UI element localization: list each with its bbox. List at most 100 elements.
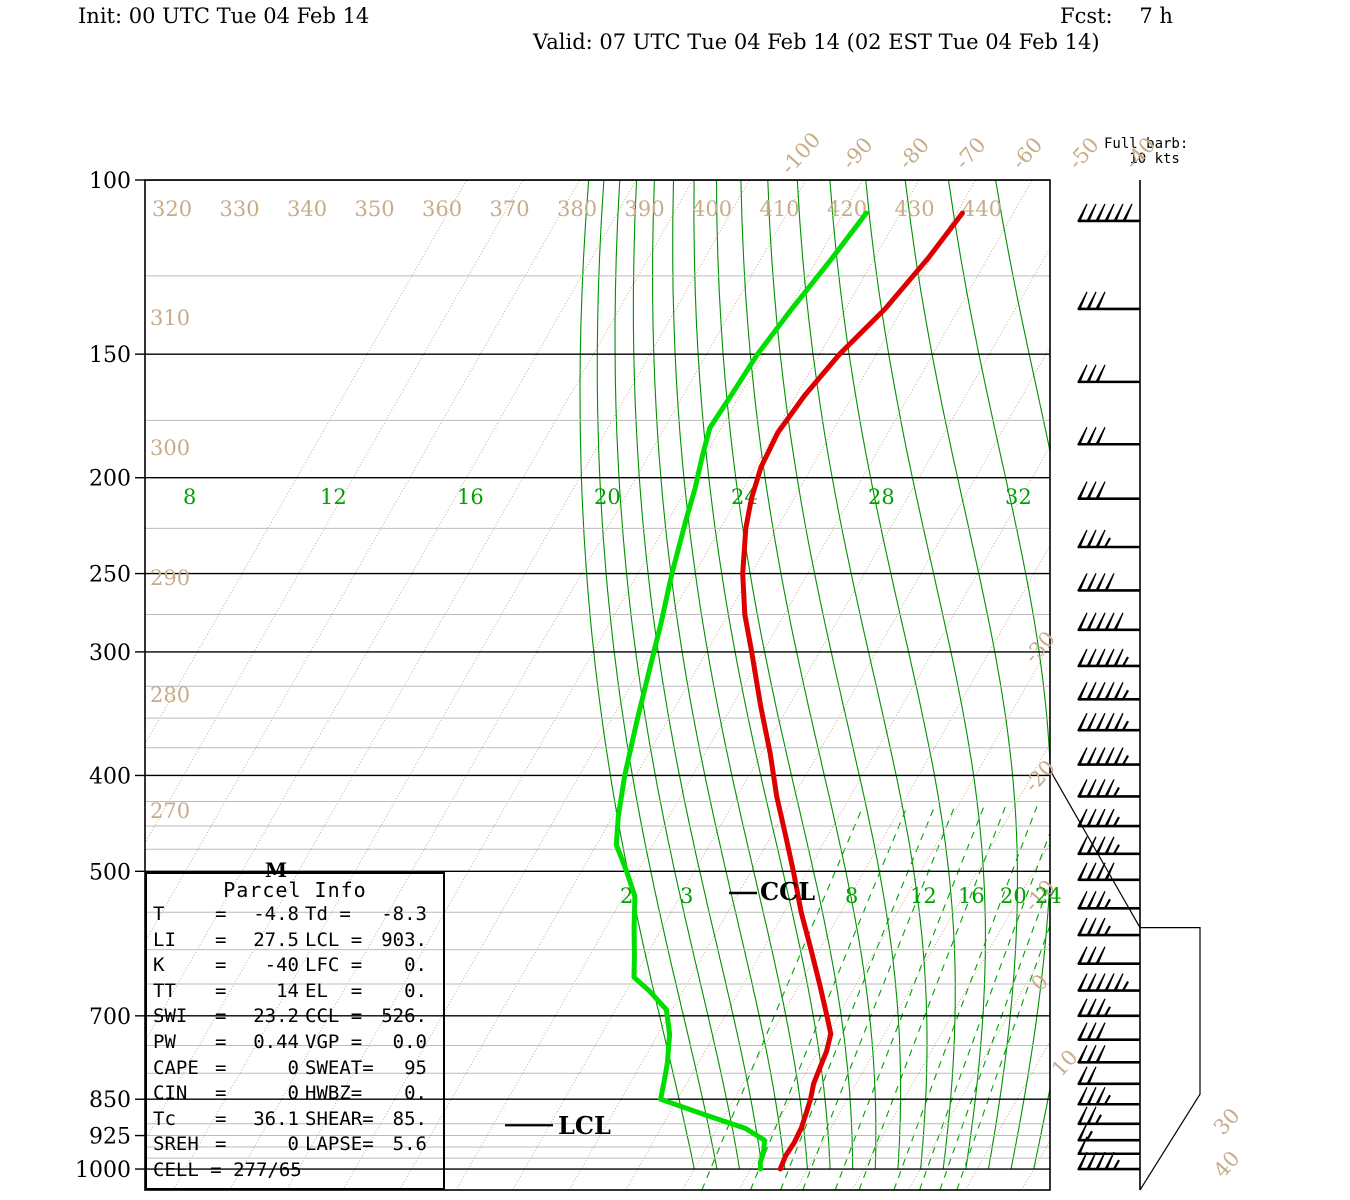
- parcel-key-2: LAPSE=: [305, 1133, 374, 1156]
- wind-barb: [1077, 946, 1140, 966]
- forecast-hour-label: Fcst: 7 h: [1060, 4, 1173, 28]
- wind-barb: [1077, 1066, 1140, 1086]
- parcel-value-2: -8.3: [381, 903, 427, 925]
- moist-adiabat-label: 16: [457, 485, 484, 509]
- wind-barb: [1077, 364, 1140, 384]
- wind-barb: [1077, 891, 1140, 910]
- mixing-ratio-line: [802, 806, 956, 1190]
- parcel-equals: =: [215, 1133, 227, 1156]
- parcel-value-2: 526.: [381, 1005, 427, 1028]
- parcel-value: 0: [287, 1056, 299, 1079]
- mixing-ratio-line: [919, 831, 1050, 1190]
- parcel-key-2: HWBZ=: [305, 1082, 363, 1105]
- parcel-key-2: VGP =: [305, 1030, 363, 1053]
- wind-barb: [1077, 712, 1140, 732]
- dry-adiabat-label-left: 300: [150, 436, 190, 460]
- isotherm-label-right: -20: [1020, 756, 1060, 797]
- mixing-ratio-label: 20: [1000, 884, 1027, 908]
- temperature-profile-line: [740, 210, 965, 1172]
- moist-adiabat-label: 32: [1005, 485, 1032, 509]
- wind-barb: [1077, 973, 1140, 992]
- wind-barb-legend: Full barb: 10 kts: [1104, 136, 1189, 167]
- dry-adiabat-label: 360: [422, 197, 462, 221]
- parcel-key: T: [153, 903, 165, 925]
- parcel-value: 0: [287, 1133, 299, 1156]
- parcel-equals: =: [215, 979, 227, 1002]
- parcel-value-2: 0.: [404, 954, 427, 977]
- parcel-value-2: 903.: [381, 928, 427, 951]
- mixing-ratio-line: [701, 806, 864, 1190]
- mixing-ratio-line: [939, 881, 1050, 1190]
- moist-adiabat-label: 12: [320, 485, 347, 509]
- dry-adiabat-label-left: 270: [150, 799, 190, 823]
- parcel-value: 27.5: [253, 928, 299, 951]
- parcel-value-2: 85.: [392, 1107, 427, 1130]
- isotherm-line: [512, 246, 1050, 1190]
- moist-adiabat-label: 8: [183, 485, 196, 509]
- wind-barb: [1077, 917, 1140, 937]
- isotherm-line: [1135, 180, 1350, 1190]
- moist-adiabat-line: [947, 180, 1050, 1170]
- parcel-info-row: CAPE = 0 SWEAT= 95: [147, 1056, 443, 1082]
- wind-barb: [1077, 1151, 1140, 1171]
- isotherm-label-right: 0: [1026, 970, 1053, 996]
- dewpoint-profile-line: [613, 210, 869, 1172]
- lcl-label: LCL: [558, 1111, 611, 1140]
- parcel-info-row: CIN = 0 HWBZ= 0.: [147, 1081, 443, 1107]
- wind-barb: [1077, 291, 1140, 311]
- parcel-info-row: TT = 14 EL = 0.: [147, 979, 443, 1005]
- isotherm-line: [795, 742, 1050, 1190]
- parcel-info-row: PW = 0.44 VGP = 0.0: [147, 1030, 443, 1056]
- isotherm-label-right: 40: [1209, 1146, 1245, 1182]
- wind-barb: [1077, 529, 1140, 549]
- parcel-info-row: Tc = 36.1 SHEAR= 85.: [147, 1107, 443, 1133]
- plot-border: [144, 179, 1051, 1191]
- hodograph-outline: [1049, 769, 1201, 1191]
- isotherm-label-top: -40: [1120, 133, 1160, 174]
- dry-adiabat-label: 340: [287, 197, 327, 221]
- parcel-info-row: SWI = 23.2 CCL = 526.: [147, 1004, 443, 1030]
- parcel-value: 14: [276, 979, 299, 1002]
- mixing-ratio-line: [893, 806, 1038, 1190]
- parcel-info-row: SREH = 0 LAPSE= 5.6: [147, 1132, 443, 1158]
- moist-adiabat-label: 28: [868, 485, 895, 509]
- parcel-key: Tc: [153, 1107, 176, 1130]
- parcel-key-2: Td =: [305, 903, 351, 925]
- parcel-key-2: LCL =: [305, 928, 363, 951]
- isotherm-line: [568, 346, 1050, 1190]
- parcel-value: 36.1: [253, 1107, 299, 1130]
- parcel-value: 0: [287, 1082, 299, 1105]
- pressure-tick-label: 925: [89, 1125, 131, 1150]
- moist-adiabat-line: [715, 180, 854, 1170]
- wind-barb: [1077, 1106, 1140, 1126]
- moist-adiabat-line: [865, 180, 986, 1170]
- dry-adiabat-label: 320: [152, 197, 192, 221]
- parcel-value: -40: [264, 954, 299, 977]
- parcel-key: CIN: [153, 1082, 188, 1105]
- parcel-key: SWI: [153, 1005, 188, 1028]
- isotherm-line: [738, 643, 1050, 1190]
- wind-barb: [1077, 612, 1140, 632]
- parcel-value-2: 5.6: [392, 1133, 427, 1156]
- moist-adiabat-line: [767, 180, 902, 1170]
- dry-adiabat-label: 350: [355, 197, 395, 221]
- wind-barb: [1077, 779, 1140, 798]
- pressure-tick-label: 850: [89, 1088, 131, 1113]
- dry-adiabat-label: 430: [895, 197, 935, 221]
- mixing-ratio-label: 3: [680, 884, 693, 908]
- mixed-layer-marker: M: [265, 858, 287, 882]
- pressure-tick-label: 200: [89, 467, 131, 492]
- dry-adiabat-label: 370: [490, 197, 530, 221]
- parcel-equals: =: [215, 1005, 227, 1028]
- pressure-tick-label: 700: [89, 1005, 131, 1030]
- pressure-tick-label: 1000: [75, 1158, 131, 1183]
- wind-barb: [1077, 1086, 1140, 1106]
- wind-barb: [1077, 998, 1140, 1018]
- parcel-equals: =: [215, 954, 227, 977]
- dry-adiabat-label: 380: [557, 197, 597, 221]
- parcel-equals: =: [215, 903, 227, 925]
- parcel-info-title: Parcel Info: [223, 878, 367, 902]
- mixing-ratio-line: [834, 806, 985, 1190]
- mixing-ratio-line: [858, 806, 1007, 1190]
- parcel-value-2: 0.: [404, 1082, 427, 1105]
